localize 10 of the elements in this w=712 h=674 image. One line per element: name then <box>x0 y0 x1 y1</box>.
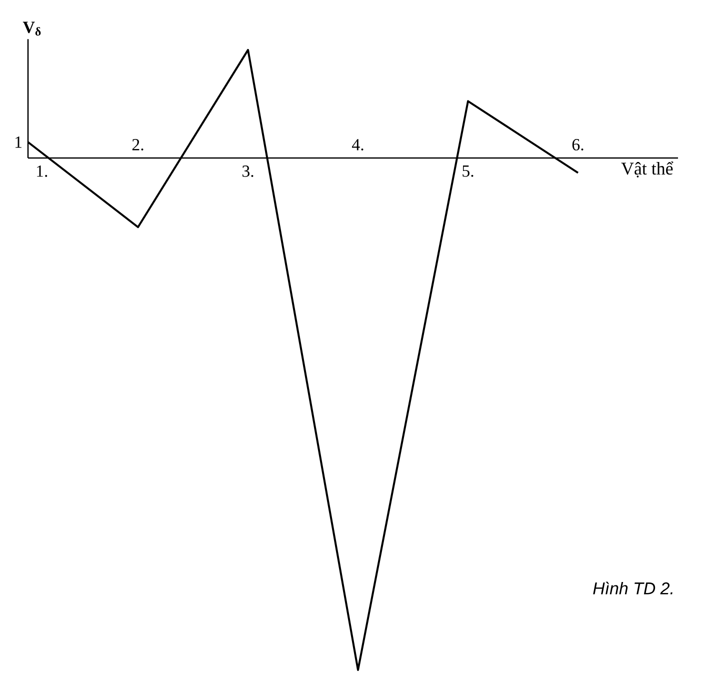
annotation: Hình TD 2. <box>593 582 672 594</box>
x-tick-label: 6. <box>572 139 584 150</box>
x-tick-label: 2. <box>132 139 144 150</box>
x-tick-label: 3. <box>242 165 254 177</box>
x-tick-label: 1. <box>37 165 48 177</box>
annotation: 1 <box>16 136 22 148</box>
x-axis-title: Vật thể <box>621 161 674 178</box>
x-tick-label: 5. <box>462 166 474 177</box>
y-axis-title: V$_{δ}$ <box>22 22 41 36</box>
x-tick-label: 4. <box>352 139 364 150</box>
